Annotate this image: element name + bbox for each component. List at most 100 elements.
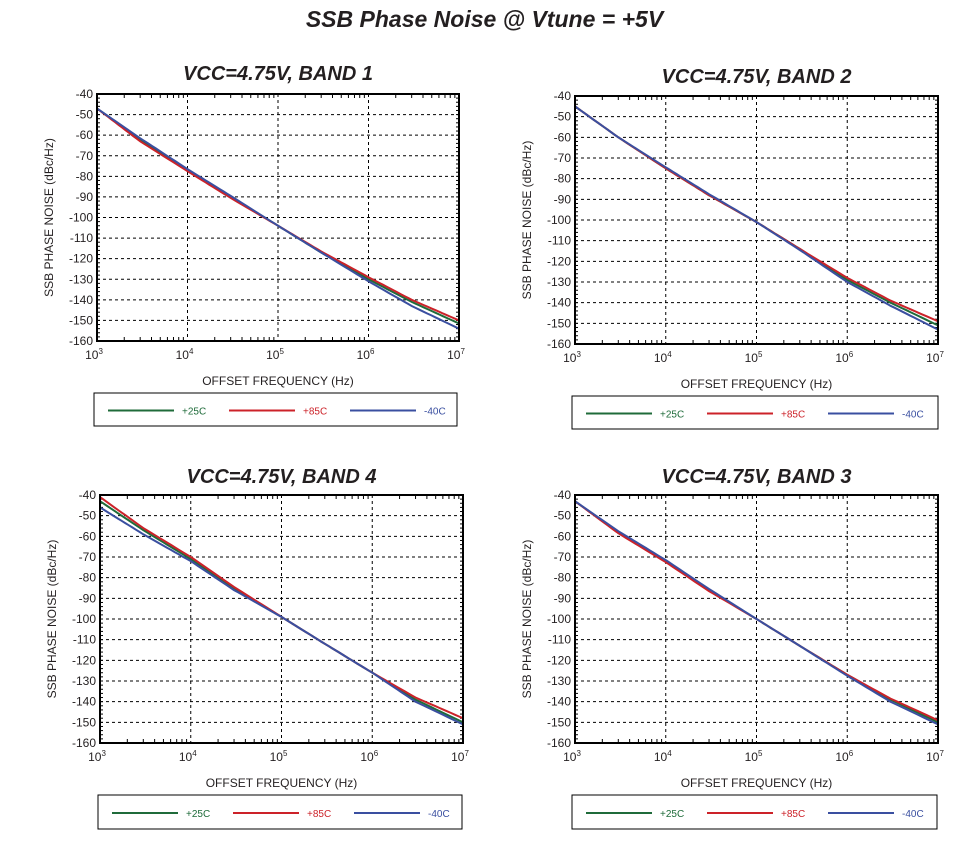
y-tick-label: -80 (554, 172, 572, 186)
y-axis-label: SSB PHASE NOISE (dBc/Hz) (520, 141, 534, 300)
legend-label: +85C (781, 410, 805, 421)
y-tick-label: -150 (69, 313, 93, 327)
y-tick-label: -50 (79, 509, 97, 523)
y-tick-label: -160 (547, 736, 571, 750)
y-tick-label: -100 (72, 612, 96, 626)
y-tick-label: -40 (76, 87, 94, 101)
legend-label: +25C (660, 809, 684, 820)
y-tick-label: -70 (554, 550, 572, 564)
legend: +25C +85C -40C (571, 794, 938, 830)
y-tick-label: -60 (79, 529, 97, 543)
x-axis-label: OFFSET FREQUENCY (Hz) (206, 776, 358, 790)
legend-label: -40C (428, 809, 450, 820)
y-tick-label: -120 (547, 254, 571, 268)
legend: +25C +85C -40C (97, 794, 463, 830)
y-tick-label: -70 (76, 149, 94, 163)
y-tick-label: -110 (73, 633, 96, 647)
x-tick-label: 106 (357, 347, 375, 362)
y-tick-label: -50 (76, 108, 94, 122)
x-tick-label: 104 (179, 749, 197, 764)
y-tick-label: -80 (76, 169, 94, 183)
x-tick-label: 107 (451, 749, 469, 764)
chart-4: VCC=4.75V, BAND 3 -40 -50 -60 -70 -80 -90 -100 -… (520, 466, 944, 830)
x-axis-label: OFFSET FREQUENCY (Hz) (202, 374, 354, 388)
chart-title: VCC=4.75V, BAND 3 (662, 466, 852, 488)
legend-label: +25C (182, 407, 206, 418)
x-tick-label: 107 (926, 749, 944, 764)
chart-1: VCC=4.75V, BAND 1 -40 -50 -60 -70 -80 -90 -100 -… (42, 63, 465, 427)
y-tick-label: -90 (76, 190, 94, 204)
legend: +25C +85C -40C (571, 395, 939, 430)
y-tick-label: -110 (548, 633, 571, 647)
plot-frame (96, 93, 460, 342)
y-tick-label: -120 (69, 252, 93, 266)
chart-title: VCC=4.75V, BAND 4 (187, 466, 377, 488)
y-tick-label: -60 (554, 529, 572, 543)
chart-title: VCC=4.75V, BAND 1 (183, 63, 373, 85)
y-tick-label: -110 (70, 231, 93, 245)
y-tick-label: -120 (547, 653, 571, 667)
y-tick-label: -140 (547, 296, 571, 310)
y-tick-label: -140 (69, 293, 93, 307)
x-tick-label: 106 (835, 749, 853, 764)
plot-frame (574, 95, 939, 345)
y-tick-label: -100 (69, 211, 93, 225)
x-tick-label: 105 (745, 350, 763, 365)
chart-title: VCC=4.75V, BAND 2 (662, 66, 852, 88)
y-tick-label: -50 (554, 110, 572, 124)
y-tick-label: -130 (72, 674, 96, 688)
y-tick-label: -150 (547, 316, 571, 330)
y-tick-label: -160 (72, 736, 96, 750)
y-tick-label: -80 (554, 571, 572, 585)
legend-label: +25C (186, 809, 210, 820)
x-tick-label: 103 (563, 350, 581, 365)
legend-label: +85C (307, 809, 331, 820)
y-tick-label: -130 (547, 275, 571, 289)
y-tick-label: -120 (72, 653, 96, 667)
y-tick-label: -60 (76, 128, 94, 142)
y-tick-label: -90 (554, 591, 572, 605)
plot-frame (574, 494, 939, 744)
plot-frame (99, 494, 464, 744)
legend-label: -40C (424, 407, 446, 418)
legend-label: -40C (902, 809, 924, 820)
y-axis-label: SSB PHASE NOISE (dBc/Hz) (45, 540, 59, 699)
y-tick-label: -150 (547, 715, 571, 729)
y-tick-label: -130 (69, 272, 93, 286)
legend-label: +25C (660, 410, 684, 421)
x-axis-label: OFFSET FREQUENCY (Hz) (681, 776, 833, 790)
y-tick-label: -70 (79, 550, 97, 564)
x-tick-label: 104 (176, 347, 194, 362)
x-tick-label: 104 (654, 350, 672, 365)
y-tick-label: -100 (547, 612, 571, 626)
x-tick-label: 106 (360, 749, 378, 764)
y-tick-label: -80 (79, 571, 97, 585)
chart-3: VCC=4.75V, BAND 4 -40 -50 -60 -70 -80 -90 -100 -… (45, 466, 469, 830)
series-line--40C (574, 105, 939, 331)
y-axis-label: SSB PHASE NOISE (dBc/Hz) (42, 138, 56, 297)
y-tick-label: -90 (79, 591, 97, 605)
main-title: SSB Phase Noise @ Vtune = +5V (305, 6, 664, 32)
y-tick-label: -130 (547, 674, 571, 688)
y-tick-label: -150 (72, 715, 96, 729)
y-tick-label: -110 (548, 234, 571, 248)
y-tick-label: -100 (547, 213, 571, 227)
x-tick-label: 105 (266, 347, 284, 362)
legend: +25C +85C -40C (93, 392, 458, 427)
y-tick-label: -70 (554, 151, 572, 165)
legend-label: +85C (781, 809, 805, 820)
x-tick-label: 105 (270, 749, 288, 764)
y-tick-label: -40 (79, 488, 97, 502)
x-tick-label: 106 (835, 350, 853, 365)
x-tick-label: 107 (447, 347, 465, 362)
series-line--40C (96, 107, 460, 330)
x-tick-label: 103 (85, 347, 103, 362)
y-tick-label: -160 (547, 337, 571, 351)
x-tick-label: 103 (563, 749, 581, 764)
x-tick-label: 104 (654, 749, 672, 764)
y-tick-label: -140 (72, 695, 96, 709)
y-tick-label: -40 (554, 89, 572, 103)
chart-2: VCC=4.75V, BAND 2 -40 -50 -60 -70 -80 -90 -100 -… (520, 66, 944, 430)
series-line--40C (574, 500, 939, 726)
